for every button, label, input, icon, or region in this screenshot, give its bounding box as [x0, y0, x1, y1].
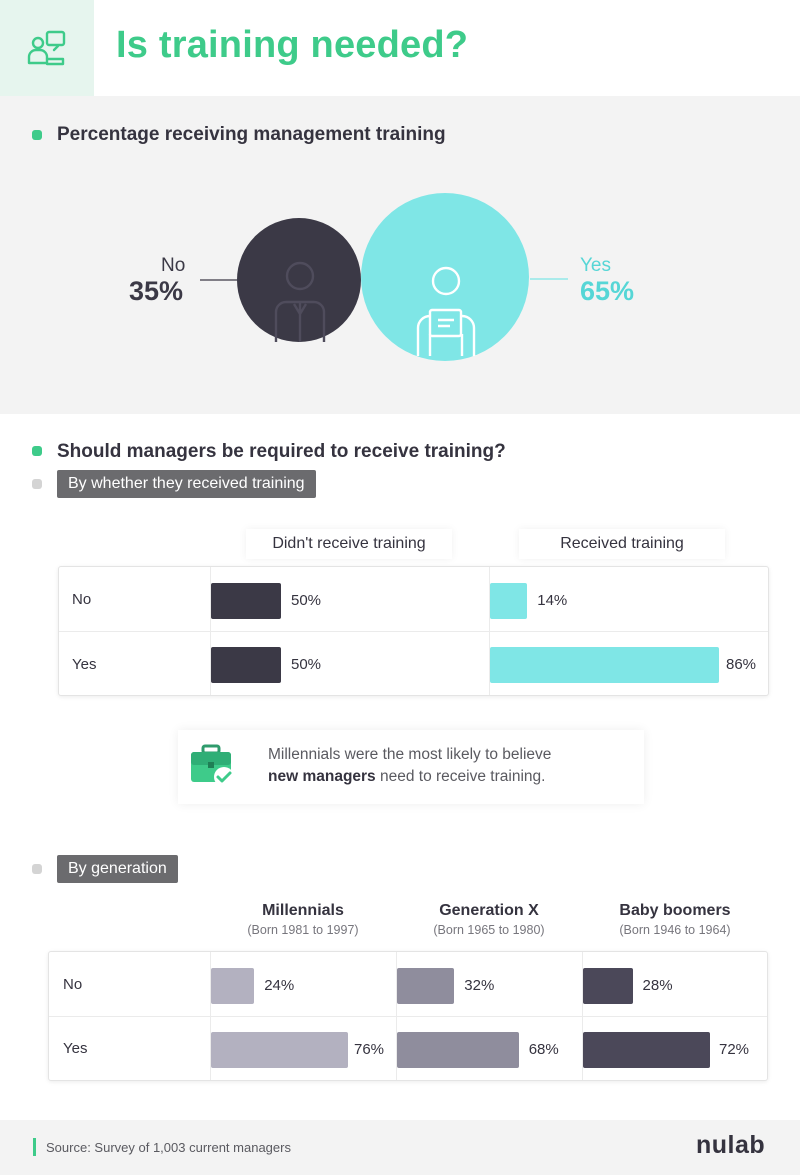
bar-baby-boomers-yes — [583, 1032, 711, 1068]
bar-generation-x-no — [397, 968, 455, 1004]
source-text: Source: Survey of 1,003 current managers — [46, 1140, 291, 1155]
callout-bold: new managers — [268, 768, 376, 785]
column-divider — [210, 567, 211, 695]
row-label-no: No — [63, 976, 83, 993]
generation-years: (Born 1981 to 1997) — [247, 923, 359, 937]
bar-value-label: 50% — [291, 592, 322, 609]
generation-years: (Born 1946 to 1964) — [619, 923, 731, 937]
row-divider — [59, 631, 768, 632]
column-header-didnt-receive: Didn't receive training — [246, 529, 452, 559]
bar-millennials-no — [211, 968, 255, 1004]
subheading-generation-pill: By generation — [57, 855, 178, 883]
column-divider — [396, 952, 397, 1080]
generation-name: Millennials — [262, 902, 344, 919]
venn-pct-yes: 65% — [580, 276, 635, 306]
briefcase-check-icon — [191, 744, 234, 787]
manager-figure-no — [274, 261, 326, 342]
bar-value-label: 72% — [719, 1041, 750, 1058]
page-title: Is training needed? — [116, 24, 469, 66]
generation-name: Generation X — [439, 902, 539, 919]
generation-header-boomers: Baby boomers (Born 1946 to 1964) — [582, 902, 768, 937]
venn-circle-yes — [361, 193, 529, 361]
venn-circle-no — [237, 218, 361, 342]
bar-value-label: 24% — [264, 977, 295, 994]
column-divider — [210, 952, 211, 1080]
bar-value-label: 86% — [726, 656, 757, 673]
sub-bullet — [32, 864, 42, 874]
footer — [0, 1120, 800, 1175]
bar-millennials-yes — [211, 1032, 348, 1068]
bar-value-label: 76% — [354, 1041, 385, 1058]
callout-text: Millennials were the most likely to beli… — [268, 744, 551, 788]
venn-label-yes: Yes — [580, 255, 611, 276]
bar-value-label: 28% — [642, 977, 673, 994]
venn-label-no: No — [161, 255, 186, 276]
row-label-yes: Yes — [72, 656, 97, 673]
generation-name: Baby boomers — [619, 902, 731, 919]
section-heading-training: Percentage receiving management training — [57, 124, 446, 145]
generation-header-genx: Generation X (Born 1965 to 1980) — [396, 902, 582, 937]
section-bullet — [32, 446, 42, 456]
venn-pct-no: 35% — [129, 276, 184, 306]
sub-bullet — [32, 479, 42, 489]
manager-figure-yes — [416, 266, 476, 356]
row-label-no: No — [72, 591, 92, 608]
page-header: Is training needed? — [0, 0, 800, 96]
row-divider — [49, 1016, 767, 1017]
bar-generation-x-yes — [397, 1032, 519, 1068]
generation-header-millennials: Millennials (Born 1981 to 1997) — [210, 902, 396, 937]
bar-value-label: 50% — [291, 656, 322, 673]
subheading-received-pill: By whether they received training — [57, 470, 316, 498]
source-accent-bar — [33, 1138, 36, 1156]
bar-received-training-yes — [490, 647, 719, 683]
bar-didn-t-receive-training-yes — [211, 647, 281, 683]
venn-chart — [200, 193, 568, 361]
callout-line2: need to receive training. — [375, 768, 546, 785]
bar-received-training-no — [490, 583, 528, 619]
bar-value-label: 32% — [464, 977, 495, 994]
nulab-logo: nulab — [696, 1131, 766, 1159]
bar-didn-t-receive-training-no — [211, 583, 281, 619]
bar-value-label: 14% — [537, 592, 568, 609]
section-bullet — [32, 130, 42, 140]
generation-years: (Born 1965 to 1980) — [433, 923, 545, 937]
bar-baby-boomers-no — [583, 968, 633, 1004]
row-label-yes: Yes — [63, 1040, 88, 1057]
bar-value-label: 68% — [528, 1041, 559, 1058]
people-board-icon — [27, 30, 66, 66]
millennials-callout: Millennials were the most likely to beli… — [178, 730, 644, 804]
section-heading-required: Should managers be required to receive t… — [57, 441, 506, 462]
column-divider — [582, 952, 583, 1080]
callout-line1: Millennials were the most likely to beli… — [268, 746, 552, 763]
column-divider — [489, 567, 490, 695]
header-icon-box — [0, 0, 94, 96]
column-header-received: Received training — [519, 529, 725, 559]
